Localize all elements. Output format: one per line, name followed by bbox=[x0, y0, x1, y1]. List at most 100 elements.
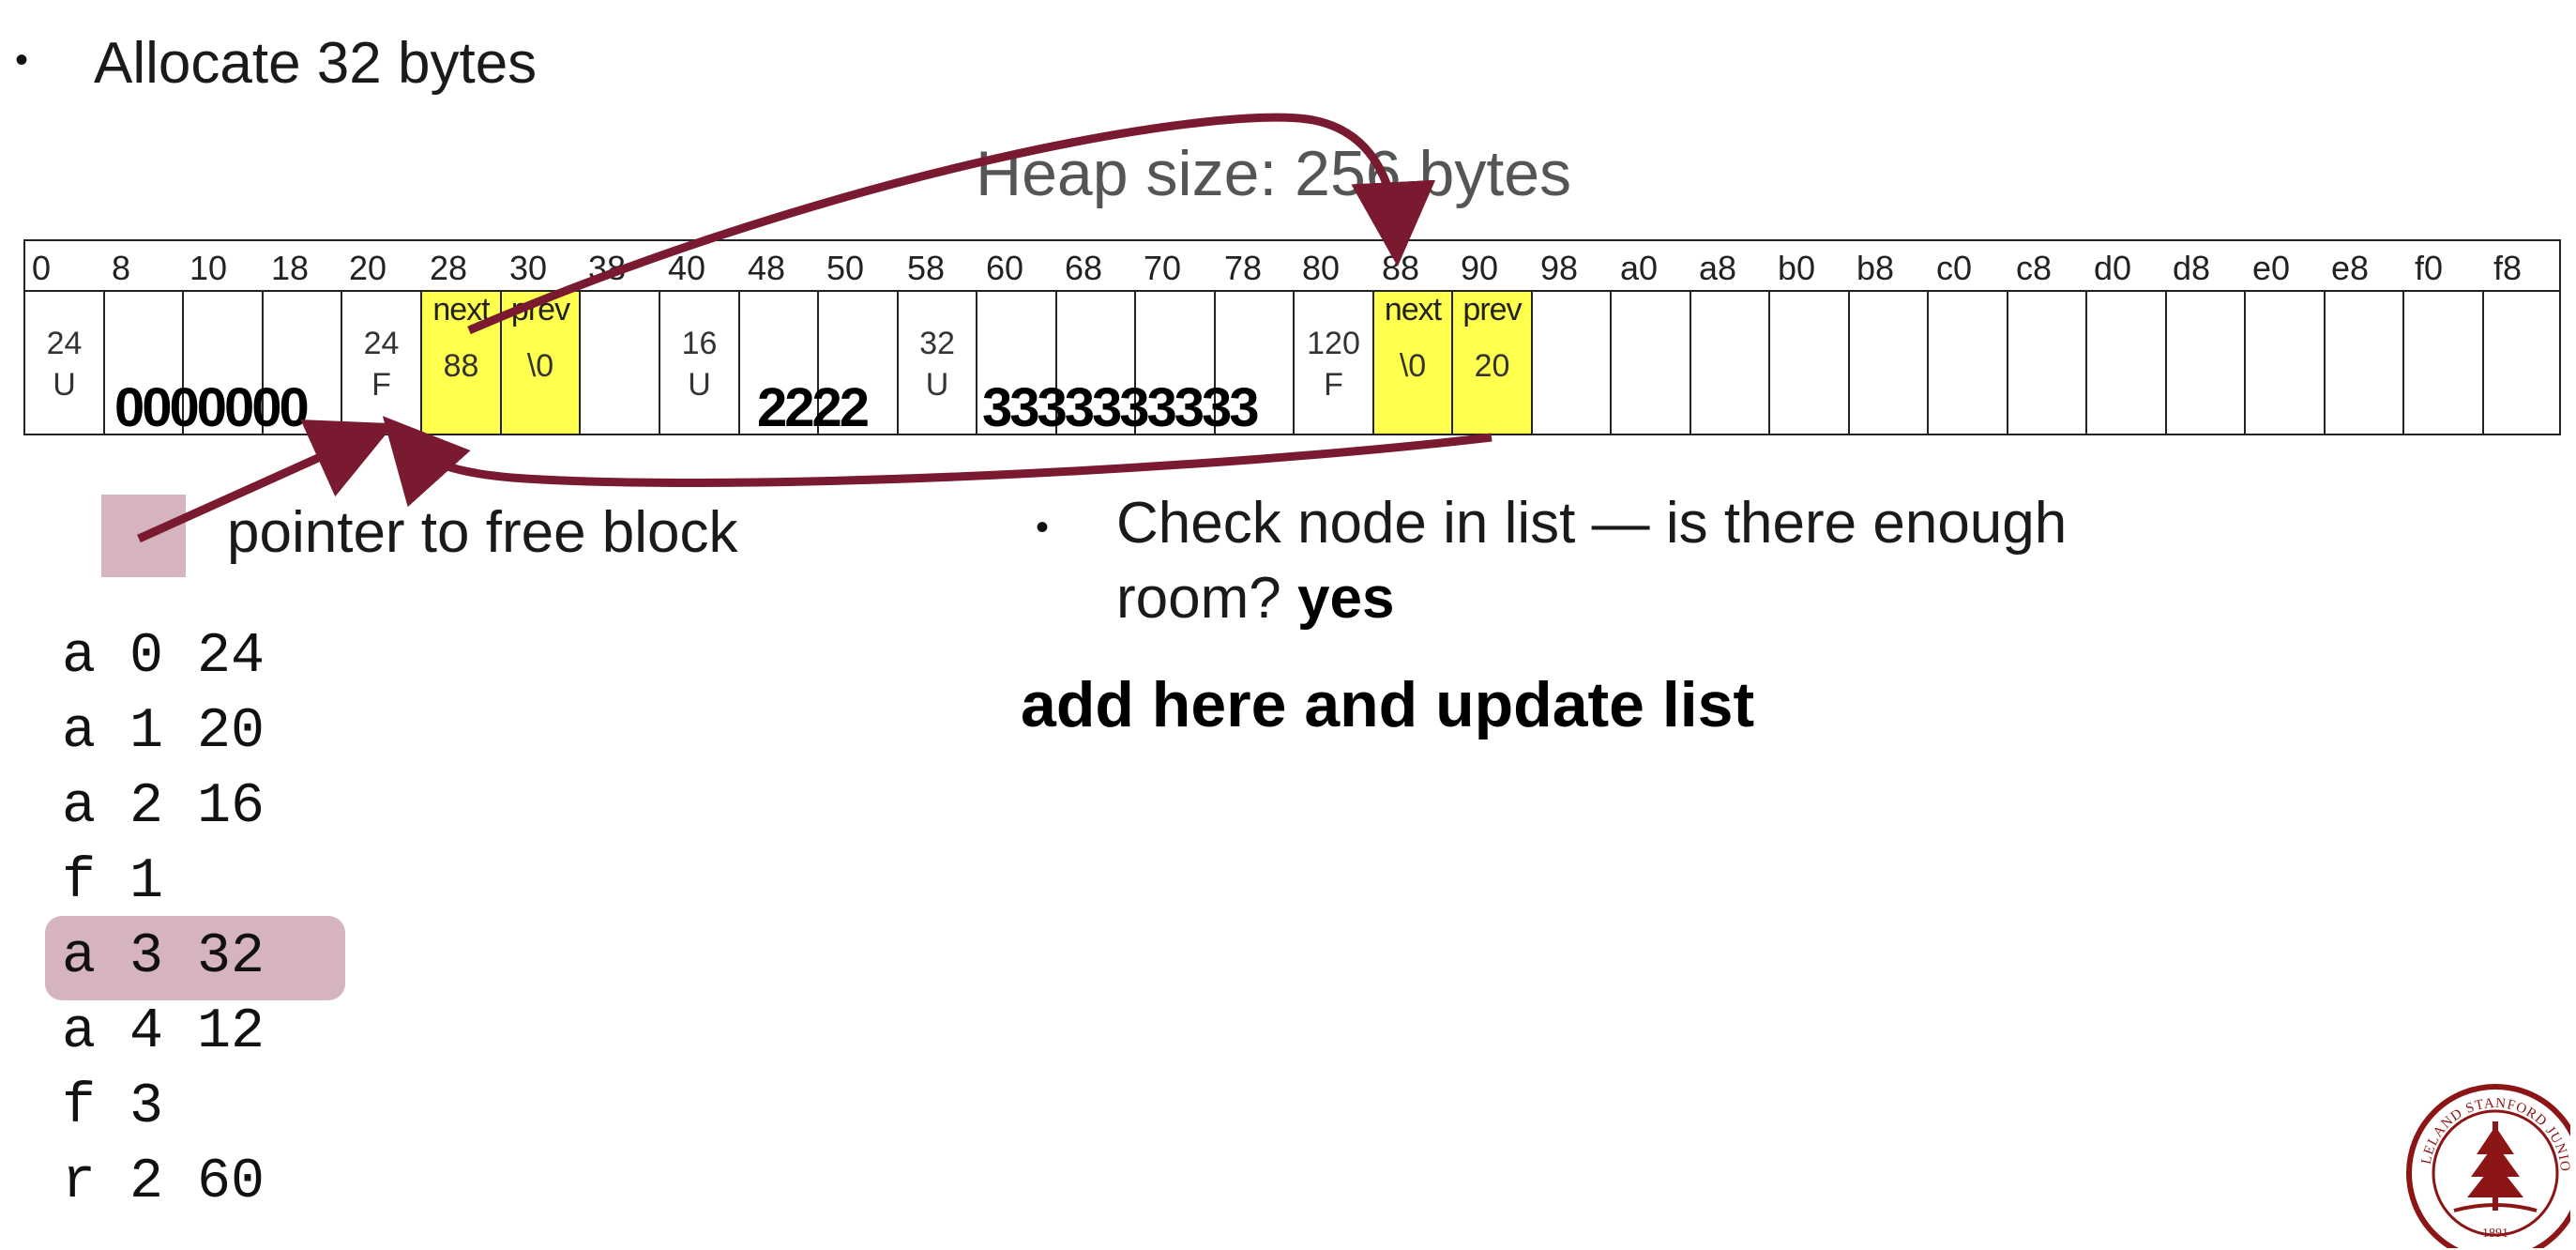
addr-label-98: 98 bbox=[1539, 249, 1579, 287]
operation-item: f 1 bbox=[62, 850, 164, 914]
block-2-data: 2222 bbox=[757, 377, 870, 438]
addr-label-60: 60 bbox=[985, 249, 1024, 287]
heap-cell-20 bbox=[1612, 292, 1691, 434]
check-question: Check node in list — is there enough roo… bbox=[1116, 491, 2068, 631]
header-size: 32 bbox=[919, 326, 955, 361]
slide-bullet-text: Allocate 32 bytes bbox=[94, 31, 538, 96]
heap-cell-21 bbox=[1691, 292, 1770, 434]
heap-size-title: Heap size: 256 bytes bbox=[976, 138, 1572, 209]
check-answer: yes bbox=[1296, 566, 1395, 631]
heap-cells: 24 U 24 F next 88 prev \0 16 U 32 U 120 … bbox=[23, 292, 2563, 438]
heap-cell-9 bbox=[740, 292, 819, 434]
header-status: U bbox=[688, 367, 711, 403]
bullet-dot: • bbox=[1036, 507, 1050, 548]
heap-cell-1 bbox=[105, 292, 184, 434]
header-size: 16 bbox=[681, 326, 718, 361]
addr-label-40: 40 bbox=[667, 249, 706, 287]
addr-label-58: 58 bbox=[906, 249, 946, 287]
heap-cell-2 bbox=[184, 292, 264, 434]
heap-cell-23 bbox=[1850, 292, 1929, 434]
operation-item: f 3 bbox=[62, 1075, 164, 1139]
legend-swatch bbox=[101, 495, 186, 577]
addr-label-80: 80 bbox=[1301, 249, 1341, 287]
addr-label-70: 70 bbox=[1143, 249, 1182, 287]
block-3-data: 3333333333 bbox=[982, 377, 1260, 438]
header-status: U bbox=[925, 367, 949, 403]
addr-label-88: 88 bbox=[1381, 249, 1420, 287]
heap-cell-24 bbox=[1929, 292, 2008, 434]
addr-label-f8: f8 bbox=[2493, 249, 2523, 287]
heap-cell-27 bbox=[2167, 292, 2246, 434]
heap-cell-8: 16 U bbox=[660, 292, 740, 434]
prev-label: prev bbox=[1462, 292, 1522, 328]
heap-cell-14 bbox=[1136, 292, 1216, 434]
address-ruler: 0 8 10 18 20 28 30 38 40 48 50 58 60 68 … bbox=[23, 239, 2561, 292]
addr-label-28: 28 bbox=[429, 249, 468, 287]
addr-label-90: 90 bbox=[1460, 249, 1499, 287]
operation-item: r 2 60 bbox=[62, 1151, 265, 1214]
addr-label-50: 50 bbox=[826, 249, 865, 287]
add-here-text: add here and update list bbox=[1021, 669, 1755, 740]
heap-cell-prev-pointer: prev 20 bbox=[1453, 292, 1533, 434]
heap-cell-15 bbox=[1216, 292, 1295, 434]
next-value: 88 bbox=[443, 348, 479, 384]
header-size: 24 bbox=[363, 326, 400, 361]
heap-cell-13 bbox=[1057, 292, 1136, 434]
header-size: 24 bbox=[46, 326, 83, 361]
addr-label-a8: a8 bbox=[1698, 249, 1737, 287]
addr-label-a0: a0 bbox=[1619, 249, 1659, 287]
heap-cell-next-pointer: next 88 bbox=[422, 292, 502, 434]
addr-label-10: 10 bbox=[189, 249, 228, 287]
prev-value: 20 bbox=[1474, 348, 1510, 384]
heap-cell-22 bbox=[1770, 292, 1850, 434]
heap-cell-29 bbox=[2326, 292, 2404, 434]
addr-label-d0: d0 bbox=[2093, 249, 2132, 287]
header-size: 120 bbox=[1307, 326, 1360, 361]
addr-label-8: 8 bbox=[111, 249, 131, 287]
bullet-dot: • bbox=[15, 39, 29, 81]
header-status: F bbox=[1324, 367, 1343, 403]
addr-label-78: 78 bbox=[1223, 249, 1263, 287]
next-label: next bbox=[432, 292, 490, 328]
addr-label-d8: d8 bbox=[2172, 249, 2211, 287]
heap-cell-0: 24 U bbox=[25, 292, 105, 434]
addr-label-f0: f0 bbox=[2414, 249, 2444, 287]
heap-cell-11: 32 U bbox=[899, 292, 977, 434]
prev-value: \0 bbox=[526, 348, 554, 384]
addr-label-c8: c8 bbox=[2015, 249, 2053, 287]
operation-item: a 2 16 bbox=[62, 775, 265, 839]
addr-label-c0: c0 bbox=[1935, 249, 1973, 287]
heap-cell-25 bbox=[2008, 292, 2087, 434]
addr-label-b8: b8 bbox=[1856, 249, 1895, 287]
heap-cell-19 bbox=[1533, 292, 1612, 434]
addr-label-20: 20 bbox=[348, 249, 387, 287]
addr-label-18: 18 bbox=[270, 249, 310, 287]
operation-item-current: a 3 32 bbox=[62, 925, 265, 989]
heap-cell-3 bbox=[264, 292, 342, 434]
heap-cell-4: 24 F bbox=[342, 292, 422, 434]
addr-label-68: 68 bbox=[1064, 249, 1103, 287]
addr-label-b0: b0 bbox=[1777, 249, 1816, 287]
addr-label-48: 48 bbox=[747, 249, 786, 287]
heap-cell-7 bbox=[581, 292, 660, 434]
heap-cell-next-pointer: next \0 bbox=[1374, 292, 1453, 434]
heap-cell-31 bbox=[2484, 292, 2563, 434]
block-0-data: 0000000 bbox=[114, 377, 310, 438]
heap-cell-28 bbox=[2246, 292, 2326, 434]
svg-text:1891: 1891 bbox=[2482, 1227, 2508, 1241]
check-node-text: Check node in list — is there enough roo… bbox=[1116, 486, 2242, 636]
university-seal-logo: LELAND STANFORD JUNIOR UNIVERSITY 1891 bbox=[2402, 1079, 2570, 1248]
heap-cell-16: 120 F bbox=[1295, 292, 1374, 434]
operation-item: a 0 24 bbox=[62, 625, 265, 689]
next-label: next bbox=[1384, 292, 1442, 328]
legend-label: pointer to free block bbox=[227, 500, 738, 565]
next-value: \0 bbox=[1399, 348, 1427, 384]
heap-cell-prev-pointer: prev \0 bbox=[502, 292, 581, 434]
addr-label-e0: e0 bbox=[2251, 249, 2291, 287]
heap-cell-12 bbox=[977, 292, 1057, 434]
addr-label-30: 30 bbox=[508, 249, 548, 287]
header-status: F bbox=[371, 367, 391, 403]
prev-label: prev bbox=[510, 292, 570, 328]
prev-pointer-arrow bbox=[382, 416, 1493, 508]
current-operation-highlight bbox=[45, 916, 345, 1000]
